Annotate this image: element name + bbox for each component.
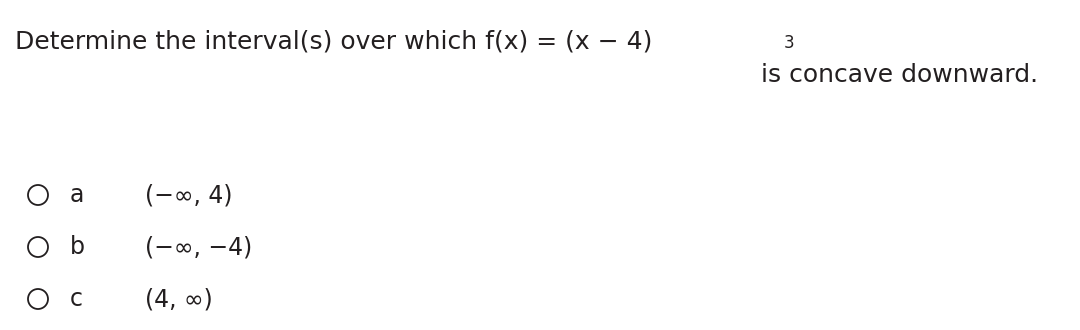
Text: a: a [70,183,84,207]
Text: b: b [70,235,85,259]
Text: Determine the interval(s) over which f(x) = (x − 4): Determine the interval(s) over which f(x… [15,30,652,54]
Text: (−∞, −4): (−∞, −4) [145,235,253,259]
Text: c: c [70,287,83,311]
Text: 3: 3 [784,34,795,52]
Text: (4, ∞): (4, ∞) [145,287,213,311]
Text: is concave downward.: is concave downward. [753,63,1038,87]
Text: (−∞, 4): (−∞, 4) [145,183,232,207]
